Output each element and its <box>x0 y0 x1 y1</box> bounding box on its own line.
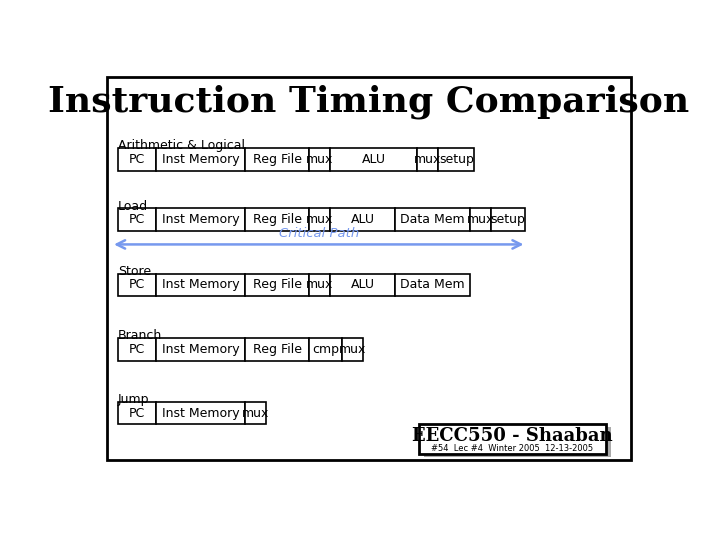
Bar <box>245 148 310 171</box>
Text: mux: mux <box>467 213 495 226</box>
Text: mux: mux <box>338 343 366 356</box>
Text: PC: PC <box>129 343 145 356</box>
Bar <box>245 402 266 424</box>
Text: Data Mem: Data Mem <box>400 279 464 292</box>
Text: PC: PC <box>129 407 145 420</box>
Text: Data Mem: Data Mem <box>400 213 464 226</box>
Bar <box>395 208 470 231</box>
Text: Inst Memory: Inst Memory <box>162 407 239 420</box>
Text: PC: PC <box>129 279 145 292</box>
Bar <box>156 148 245 171</box>
Bar <box>245 274 310 296</box>
Text: Critical Path: Critical Path <box>279 227 359 240</box>
Text: PC: PC <box>129 213 145 226</box>
Bar <box>330 208 395 231</box>
Text: Store: Store <box>118 265 151 278</box>
Bar <box>342 338 363 361</box>
Text: mux: mux <box>306 279 333 292</box>
Text: Load: Load <box>118 200 148 213</box>
Bar <box>438 148 474 171</box>
Text: Reg File: Reg File <box>253 279 302 292</box>
Bar <box>330 148 417 171</box>
Bar <box>118 338 156 361</box>
Text: cmp: cmp <box>312 343 339 356</box>
Bar <box>156 402 245 424</box>
Text: Instruction Timing Comparison: Instruction Timing Comparison <box>48 84 690 119</box>
Text: mux: mux <box>306 213 333 226</box>
Text: Branch: Branch <box>118 329 162 342</box>
Bar <box>156 338 245 361</box>
Bar <box>423 427 611 457</box>
Bar <box>330 274 395 296</box>
Text: ALU: ALU <box>351 279 374 292</box>
Text: PC: PC <box>129 153 145 166</box>
Text: EECC550 - Shaaban: EECC550 - Shaaban <box>412 427 613 445</box>
Text: mux: mux <box>306 153 333 166</box>
Bar <box>491 208 525 231</box>
Bar <box>156 274 245 296</box>
Bar <box>156 208 245 231</box>
Bar <box>417 148 438 171</box>
Bar <box>470 208 491 231</box>
Text: Jump: Jump <box>118 393 150 406</box>
Bar <box>118 274 156 296</box>
Text: ALU: ALU <box>351 213 374 226</box>
Bar <box>419 424 606 454</box>
Text: Reg File: Reg File <box>253 153 302 166</box>
Text: ALU: ALU <box>361 153 386 166</box>
Text: Inst Memory: Inst Memory <box>162 153 239 166</box>
Bar <box>118 402 156 424</box>
Bar <box>310 338 342 361</box>
Bar <box>118 148 156 171</box>
Text: Inst Memory: Inst Memory <box>162 279 239 292</box>
Bar <box>310 274 330 296</box>
Text: Reg File: Reg File <box>253 213 302 226</box>
Bar <box>310 208 330 231</box>
Text: Inst Memory: Inst Memory <box>162 343 239 356</box>
Text: setup: setup <box>490 213 526 226</box>
Text: mux: mux <box>414 153 441 166</box>
Bar <box>395 274 470 296</box>
Bar <box>245 338 310 361</box>
Bar <box>310 148 330 171</box>
Text: Reg File: Reg File <box>253 343 302 356</box>
Text: #54  Lec #4  Winter 2005  12-13-2005: #54 Lec #4 Winter 2005 12-13-2005 <box>431 444 593 454</box>
Bar <box>118 208 156 231</box>
Bar <box>245 208 310 231</box>
Text: mux: mux <box>242 407 269 420</box>
Text: Arithmetic & Logical: Arithmetic & Logical <box>118 139 245 152</box>
Text: setup: setup <box>439 153 474 166</box>
Text: Inst Memory: Inst Memory <box>162 213 239 226</box>
